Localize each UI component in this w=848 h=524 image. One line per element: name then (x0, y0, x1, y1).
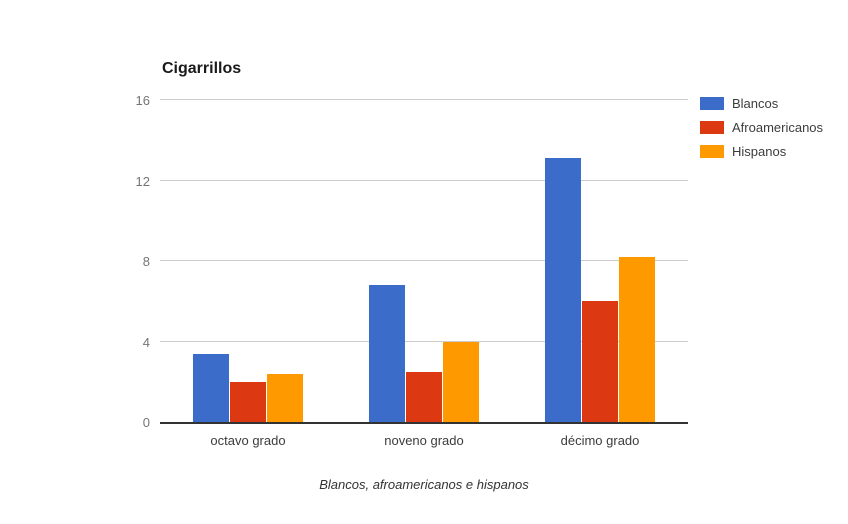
chart-caption: Blancos, afroamericanos e hispanos (319, 477, 529, 492)
x-axis-tick-label: noveno grado (384, 433, 464, 448)
bar-hispanos-octavo-grado[interactable] (267, 373, 303, 422)
bar-afroamericanos-octavo-grado[interactable] (230, 381, 266, 422)
bar-hispanos-décimo-grado[interactable] (619, 256, 655, 422)
y-axis-tick-label: 12 (135, 173, 150, 189)
gridline-4 (160, 340, 688, 342)
chart-title: Cigarrillos (162, 60, 242, 77)
y-axis-tick-label: 4 (142, 334, 150, 350)
y-axis-tick-label: 8 (142, 254, 150, 269)
bar-blancos-noveno-grado[interactable] (369, 285, 405, 422)
x-axis-tick-label: octavo grado (210, 433, 286, 448)
gridline-12 (160, 179, 688, 181)
legend-item-afroamericanos: Afroamericanos (700, 120, 824, 135)
gridline-8 (160, 260, 688, 261)
legend-swatch-icon (700, 97, 724, 110)
legend-swatch-icon (700, 121, 724, 134)
bar-blancos-octavo-grado[interactable] (193, 353, 229, 422)
x-axis-tick-label: décimo grado (560, 433, 640, 448)
legend-item-hispanos: Hispanos (700, 144, 823, 159)
x-axis: octavo grado noveno grado décimo grado (160, 433, 688, 449)
y-axis: 0 4 8 12 16 (0, 93, 150, 430)
legend: Blancos Afroamericanos Hispanos (700, 96, 824, 169)
bar-afroamericanos-décimo-grado[interactable] (582, 301, 618, 422)
gridline-16 (160, 99, 688, 100)
legend-swatch-icon (700, 145, 724, 158)
legend-label: Afroamericanos (732, 120, 824, 135)
plot-area (160, 99, 688, 424)
bar-blancos-décimo-grado[interactable] (545, 158, 581, 422)
legend-label: Hispanos (732, 144, 787, 159)
bar-afroamericanos-noveno-grado[interactable] (406, 371, 442, 422)
legend-label: Blancos (732, 96, 779, 111)
bar-hispanos-noveno-grado[interactable] (443, 341, 479, 422)
legend-item-blancos: Blancos (700, 96, 823, 111)
y-axis-tick-label: 16 (135, 93, 150, 108)
y-axis-tick-label: 0 (142, 415, 150, 430)
